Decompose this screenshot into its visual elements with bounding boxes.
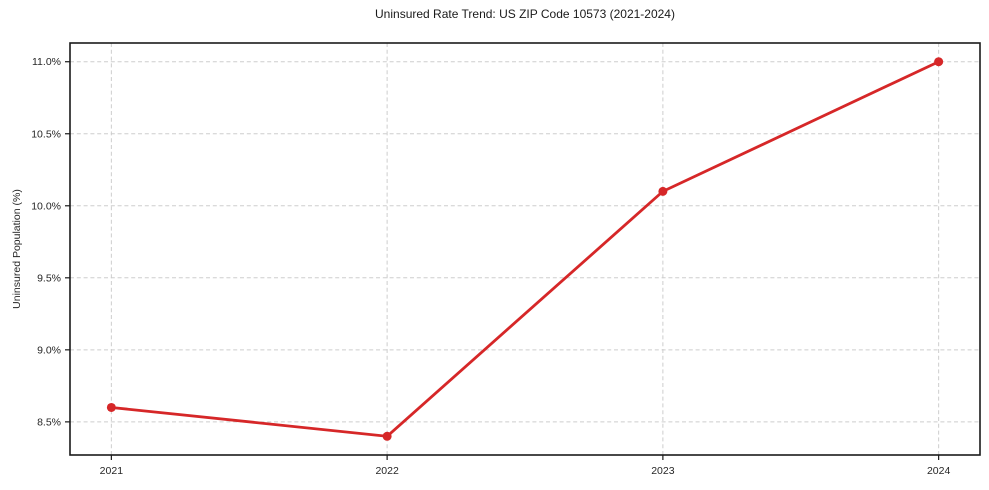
y-tick-label: 10.5% [31,128,61,140]
y-tick-label: 9.5% [37,272,61,284]
y-tick-label: 11.0% [32,56,61,68]
trend-line [109,60,941,438]
plot-border [69,42,981,456]
x-tick-label: 2023 [651,465,675,477]
y-tick-label: 9.0% [37,344,61,356]
data-point-marker [658,186,668,196]
chart-title: Uninsured Rate Trend: US ZIP Code 10573 … [375,7,675,21]
y-tick-label: 10.0% [31,200,61,212]
x-tick-label: 2024 [927,465,951,477]
data-point-marker [382,431,392,441]
data-point-marker [106,402,116,412]
data-point-marker [934,57,944,67]
y-tick-label: 8.5% [37,416,61,428]
x-tick-label: 2021 [100,465,124,477]
x-tick-label: 2022 [375,465,399,477]
